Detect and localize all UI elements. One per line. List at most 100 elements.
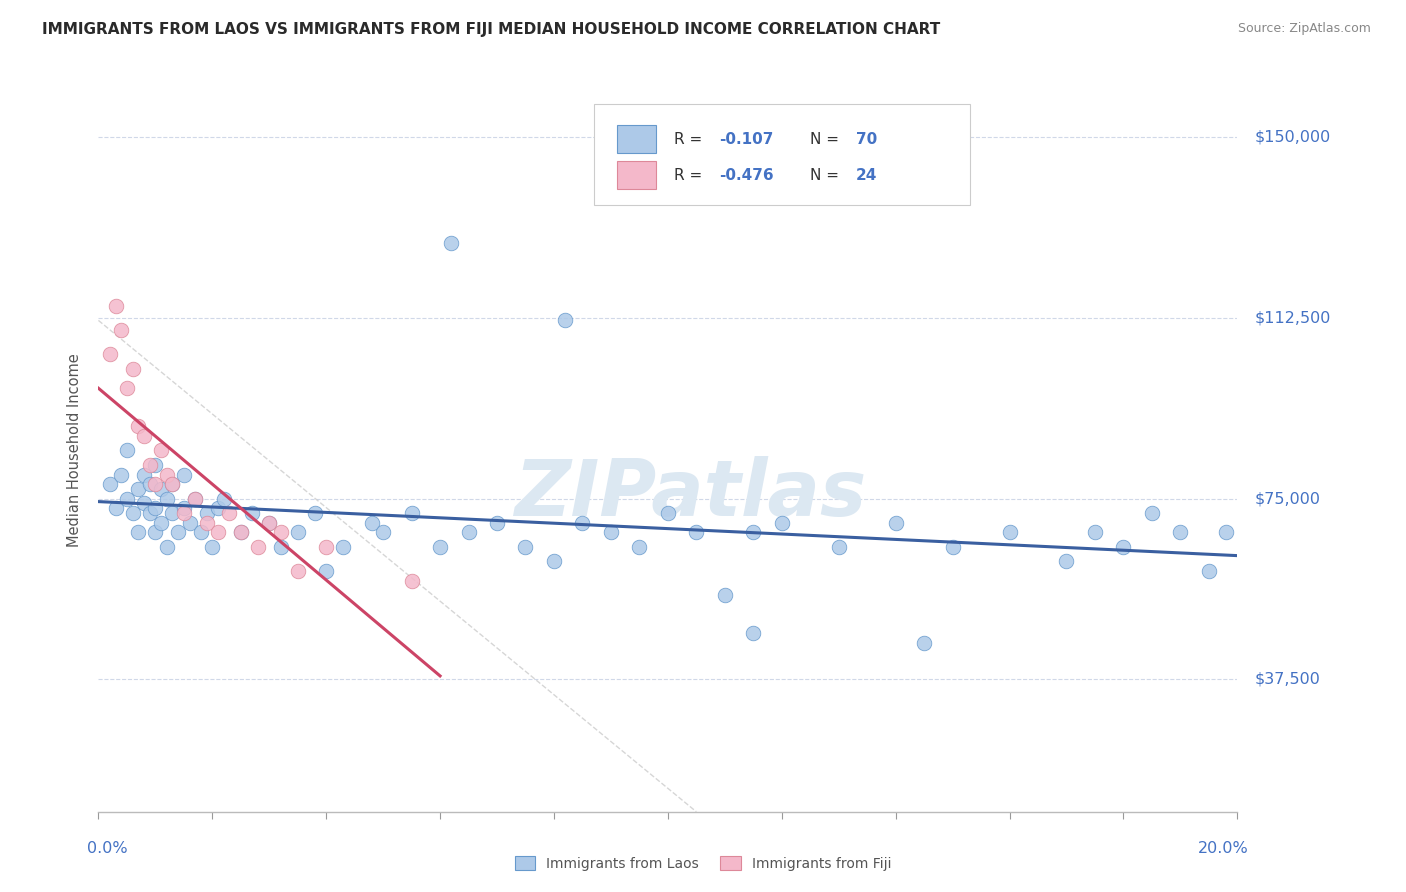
Point <box>912 636 935 650</box>
Point <box>1198 564 1220 578</box>
Point <box>173 501 195 516</box>
Point <box>270 525 292 540</box>
Point <box>315 540 337 554</box>
Text: $112,500: $112,500 <box>1254 310 1330 326</box>
Point <box>287 525 309 540</box>
Point <box>304 506 326 520</box>
Point <box>1140 506 1163 520</box>
Text: 70: 70 <box>856 131 877 146</box>
Point <box>657 506 679 520</box>
Text: R =: R = <box>673 168 707 183</box>
Point <box>240 506 263 520</box>
Point <box>742 525 765 540</box>
Point <box>121 506 143 520</box>
Bar <box>617 125 657 153</box>
Point <box>457 525 479 540</box>
Point <box>554 313 576 327</box>
Point <box>132 467 155 482</box>
Point <box>259 516 281 530</box>
Point <box>1056 554 1078 568</box>
Point <box>145 525 167 540</box>
Point <box>145 501 167 516</box>
Point <box>162 477 184 491</box>
Text: N =: N = <box>810 168 844 183</box>
Point <box>127 525 149 540</box>
Text: $150,000: $150,000 <box>1254 130 1330 145</box>
Point <box>195 516 218 530</box>
Point <box>115 443 138 458</box>
Point <box>486 516 509 530</box>
Point <box>167 525 190 540</box>
Text: 0.0%: 0.0% <box>87 840 128 855</box>
Point <box>110 467 132 482</box>
Text: R =: R = <box>673 131 707 146</box>
Legend: Immigrants from Laos, Immigrants from Fiji: Immigrants from Laos, Immigrants from Fi… <box>509 850 897 876</box>
Point <box>440 236 463 251</box>
Point <box>332 540 354 554</box>
Text: $75,000: $75,000 <box>1254 491 1320 506</box>
Point <box>742 626 765 640</box>
Point <box>207 501 229 516</box>
Y-axis label: Median Household Income: Median Household Income <box>67 353 83 548</box>
Point <box>828 540 851 554</box>
Point <box>98 347 121 361</box>
Point <box>360 516 382 530</box>
Point <box>714 588 737 602</box>
Point <box>150 443 173 458</box>
Point <box>150 482 173 496</box>
Point <box>401 574 423 588</box>
Point <box>138 477 160 491</box>
Point <box>1170 525 1192 540</box>
Point <box>138 506 160 520</box>
Point <box>600 525 623 540</box>
Point <box>515 540 537 554</box>
Point <box>270 540 292 554</box>
Bar <box>617 161 657 189</box>
Point <box>246 540 269 554</box>
Point <box>229 525 252 540</box>
Text: N =: N = <box>810 131 844 146</box>
Point <box>218 506 240 520</box>
Point <box>115 381 138 395</box>
Point <box>127 482 149 496</box>
FancyBboxPatch shape <box>593 103 970 205</box>
Point <box>184 491 207 506</box>
Text: -0.107: -0.107 <box>718 131 773 146</box>
Text: Source: ZipAtlas.com: Source: ZipAtlas.com <box>1237 22 1371 36</box>
Point <box>190 525 212 540</box>
Point <box>115 491 138 506</box>
Point <box>543 554 565 568</box>
Text: -0.476: -0.476 <box>718 168 773 183</box>
Point <box>121 361 143 376</box>
Point <box>138 458 160 472</box>
Point <box>173 467 195 482</box>
Point <box>127 419 149 434</box>
Point <box>259 516 281 530</box>
Point <box>162 477 184 491</box>
Point <box>110 323 132 337</box>
Point <box>207 525 229 540</box>
Point <box>371 525 394 540</box>
Point <box>1084 525 1107 540</box>
Point <box>429 540 451 554</box>
Text: 20.0%: 20.0% <box>1198 840 1249 855</box>
Text: 24: 24 <box>856 168 877 183</box>
Point <box>156 540 179 554</box>
Point <box>156 491 179 506</box>
Point <box>145 458 167 472</box>
Point <box>201 540 224 554</box>
Point <box>998 525 1021 540</box>
Point <box>212 491 235 506</box>
Point <box>184 491 207 506</box>
Point <box>104 501 127 516</box>
Point <box>287 564 309 578</box>
Point <box>104 299 127 313</box>
Point <box>401 506 423 520</box>
Point <box>571 516 593 530</box>
Point <box>150 516 173 530</box>
Point <box>315 564 337 578</box>
Point <box>1112 540 1135 554</box>
Point <box>132 429 155 443</box>
Point <box>156 467 179 482</box>
Point <box>685 525 707 540</box>
